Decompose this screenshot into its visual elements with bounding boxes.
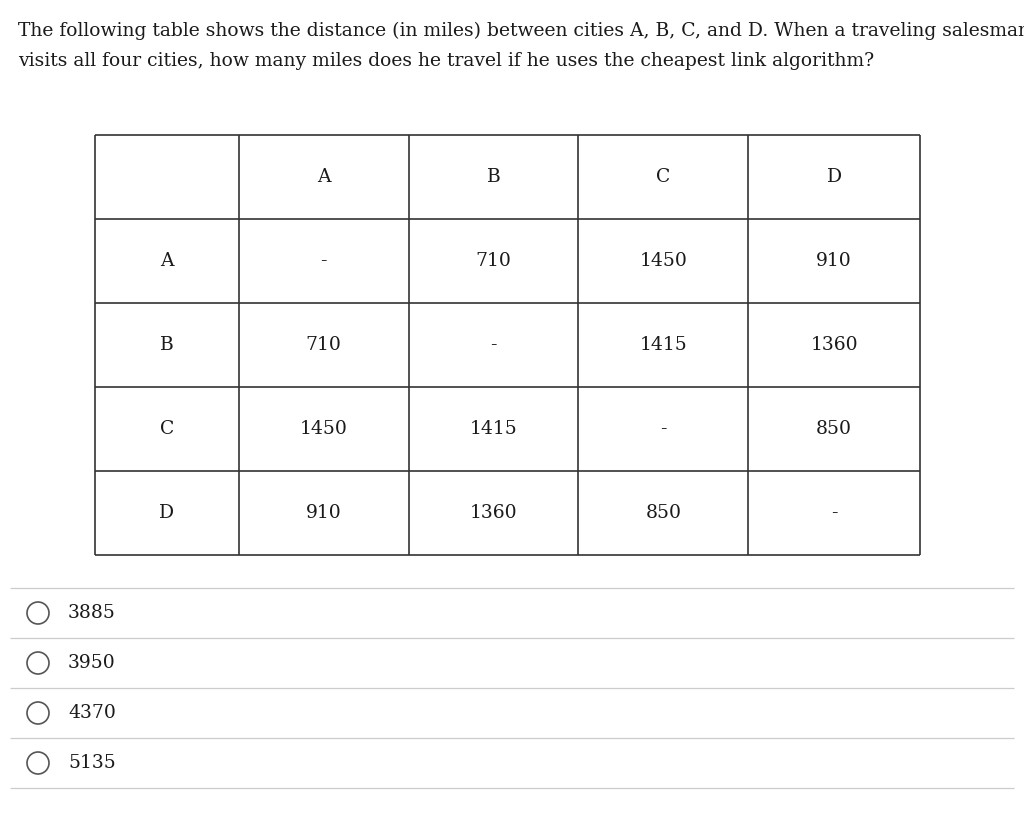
Text: 850: 850: [816, 420, 852, 438]
Text: 3885: 3885: [68, 604, 116, 622]
Text: 1415: 1415: [470, 420, 517, 438]
Text: visits all four cities, how many miles does he travel if he uses the cheapest li: visits all four cities, how many miles d…: [18, 52, 874, 70]
Text: -: -: [321, 252, 327, 270]
Text: 3950: 3950: [68, 654, 116, 672]
Text: 5135: 5135: [68, 754, 116, 772]
Text: 1360: 1360: [470, 504, 517, 522]
Text: 1360: 1360: [810, 336, 858, 354]
Text: 910: 910: [816, 252, 852, 270]
Text: 1450: 1450: [300, 420, 347, 438]
Text: -: -: [830, 504, 838, 522]
Text: 910: 910: [305, 504, 341, 522]
Text: B: B: [160, 336, 174, 354]
Text: A: A: [160, 252, 173, 270]
Text: D: D: [159, 504, 174, 522]
Text: 710: 710: [475, 252, 511, 270]
Text: 850: 850: [645, 504, 681, 522]
Text: B: B: [486, 168, 501, 186]
Text: 710: 710: [305, 336, 341, 354]
Text: The following table shows the distance (in miles) between cities A, B, C, and D.: The following table shows the distance (…: [18, 22, 1024, 40]
Text: A: A: [316, 168, 331, 186]
Text: C: C: [656, 168, 671, 186]
Text: -: -: [660, 420, 667, 438]
Text: 1450: 1450: [639, 252, 687, 270]
Text: -: -: [490, 336, 497, 354]
Text: 4370: 4370: [68, 704, 116, 722]
Text: C: C: [160, 420, 174, 438]
Text: D: D: [826, 168, 842, 186]
Text: 1415: 1415: [640, 336, 687, 354]
